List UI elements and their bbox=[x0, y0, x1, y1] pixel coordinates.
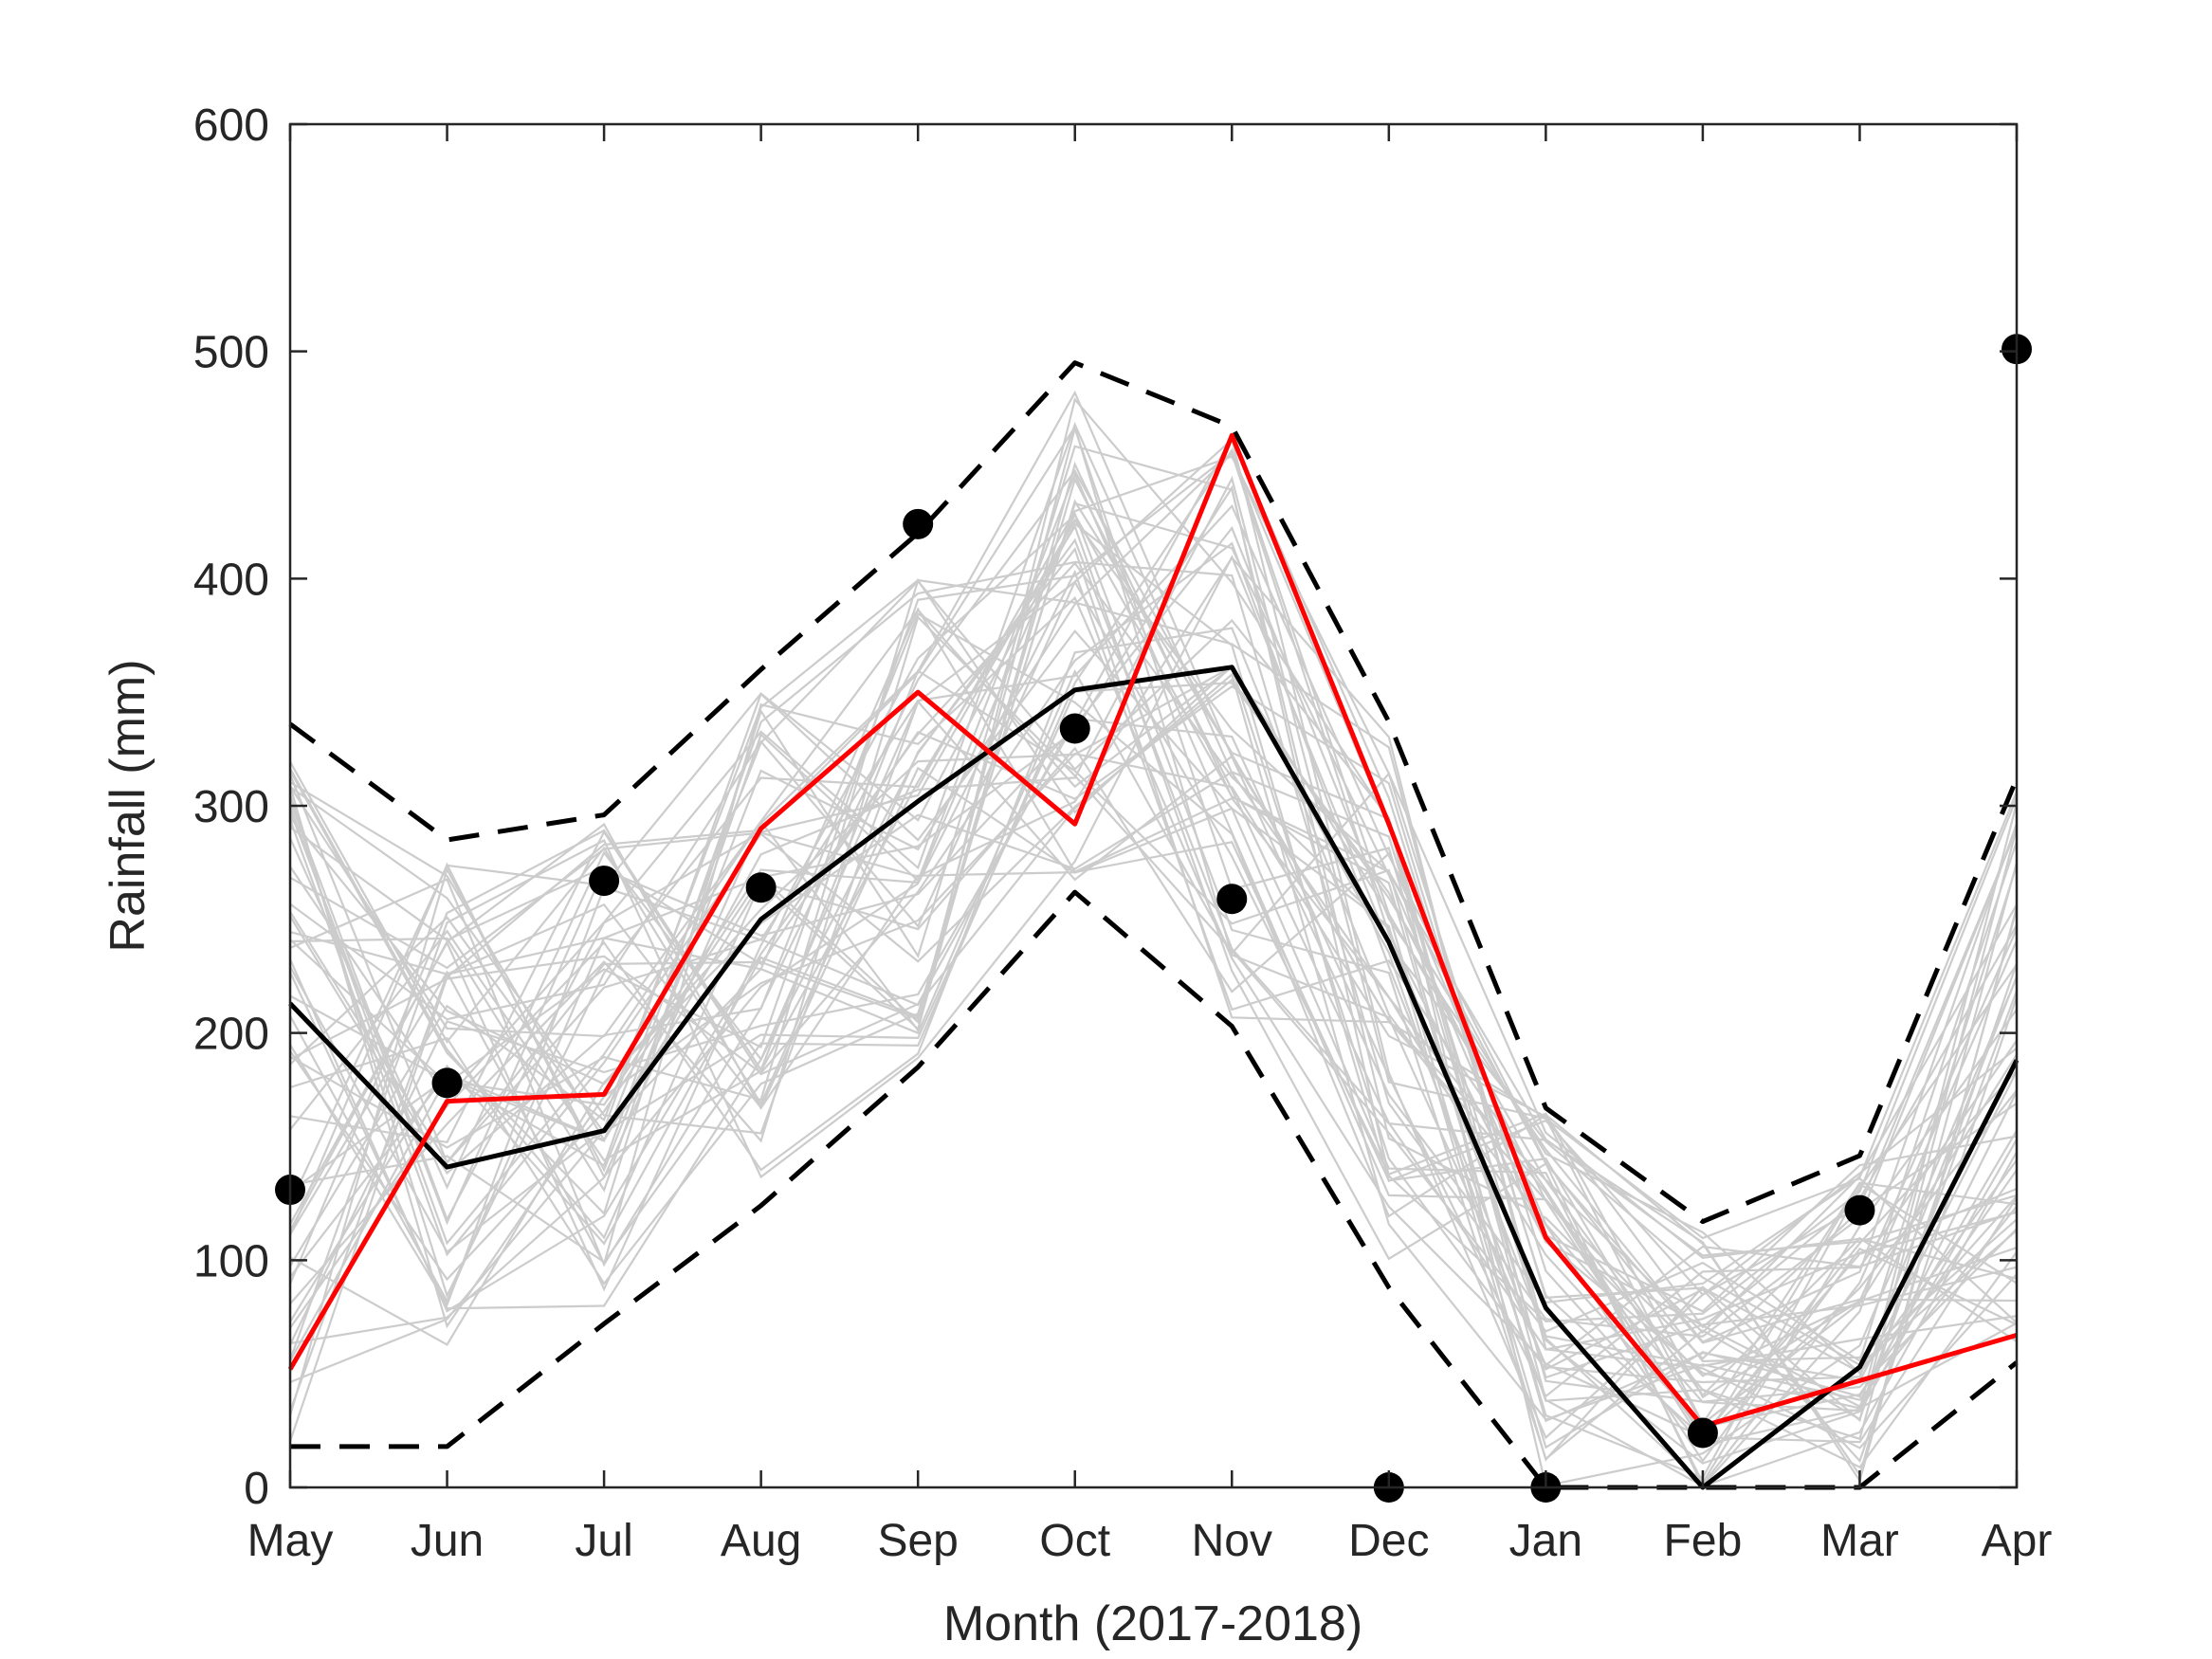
x-tick-label: Nov bbox=[1192, 1516, 1272, 1566]
observed-point bbox=[745, 872, 777, 903]
observed-point bbox=[431, 1067, 463, 1099]
ensemble-line bbox=[289, 578, 2019, 1486]
x-axis-title: Month (2017-2018) bbox=[943, 1596, 1362, 1651]
ensemble-line bbox=[288, 424, 2018, 1442]
ensemble-line bbox=[289, 445, 2018, 1377]
y-tick-label: 600 bbox=[193, 100, 269, 151]
ensemble-line bbox=[289, 471, 2018, 1468]
ensemble-line bbox=[289, 503, 2018, 1363]
ensemble-line bbox=[289, 577, 2019, 1441]
y-tick-label: 0 bbox=[244, 1464, 269, 1514]
ensemble-line bbox=[289, 422, 2018, 1429]
tick-labels: 0 100 200 300 400 500 600 May Jun Jul Aug Sep Oct Nov… bbox=[193, 100, 2052, 1566]
x-tick-label: Dec bbox=[1348, 1516, 1429, 1566]
axes bbox=[288, 122, 2019, 1489]
ensemble-line bbox=[289, 579, 2018, 1403]
observed-markers bbox=[275, 334, 2032, 1503]
ensemble-line bbox=[288, 455, 2018, 1299]
observed-point bbox=[1844, 1194, 1875, 1226]
y-tick-label: 500 bbox=[193, 328, 269, 378]
y-tick-label: 300 bbox=[193, 782, 269, 832]
red-series-line bbox=[287, 432, 2018, 1429]
upper-bound-line bbox=[288, 360, 2020, 1225]
x-tick-label: May bbox=[247, 1516, 334, 1566]
x-tick-label: Sep bbox=[877, 1516, 958, 1566]
ensemble-line bbox=[289, 501, 2018, 1409]
ensemble-line bbox=[289, 700, 2018, 1360]
ensemble-line bbox=[289, 425, 2018, 1379]
x-tick-label: Jan bbox=[1509, 1516, 1582, 1566]
ensemble-line bbox=[289, 447, 2018, 1449]
mean-series-line bbox=[288, 665, 2020, 1490]
x-tick-label: Jun bbox=[411, 1516, 484, 1566]
ensemble-line bbox=[289, 627, 2018, 1463]
x-tick-label: Mar bbox=[1820, 1516, 1899, 1566]
y-tick-label: 200 bbox=[193, 1010, 269, 1060]
x-tick-label: Feb bbox=[1664, 1516, 1743, 1566]
ensemble-line bbox=[289, 437, 2019, 1440]
x-tick-label: Apr bbox=[1982, 1516, 2053, 1566]
observed-point bbox=[1059, 713, 1090, 744]
ensemble-line bbox=[288, 451, 2018, 1416]
ensemble-line bbox=[288, 668, 2018, 1423]
ensemble-line bbox=[288, 538, 2019, 1484]
ensemble-line bbox=[289, 766, 2018, 1486]
x-tick-label: Oct bbox=[1039, 1516, 1110, 1566]
ensemble-line bbox=[289, 717, 2018, 1398]
ensemble-line bbox=[289, 560, 2019, 1362]
ensemble-line bbox=[288, 397, 2019, 1487]
observed-point bbox=[1216, 884, 1248, 915]
y-axis-title: Rainfall (mm) bbox=[101, 659, 155, 952]
ensemble-line bbox=[289, 771, 2018, 1465]
observed-point bbox=[589, 866, 620, 897]
x-tick-label: Aug bbox=[721, 1516, 801, 1566]
ensemble-line bbox=[289, 450, 2018, 1313]
ensemble-line bbox=[289, 434, 2018, 1439]
plot-background bbox=[290, 124, 2017, 1487]
observed-point bbox=[1687, 1417, 1718, 1449]
ensemble-line bbox=[289, 523, 2018, 1344]
y-tick-label: 100 bbox=[193, 1236, 269, 1286]
observed-point bbox=[903, 508, 934, 539]
x-tick-label: Jul bbox=[575, 1516, 632, 1566]
y-tick-label: 400 bbox=[193, 555, 269, 605]
